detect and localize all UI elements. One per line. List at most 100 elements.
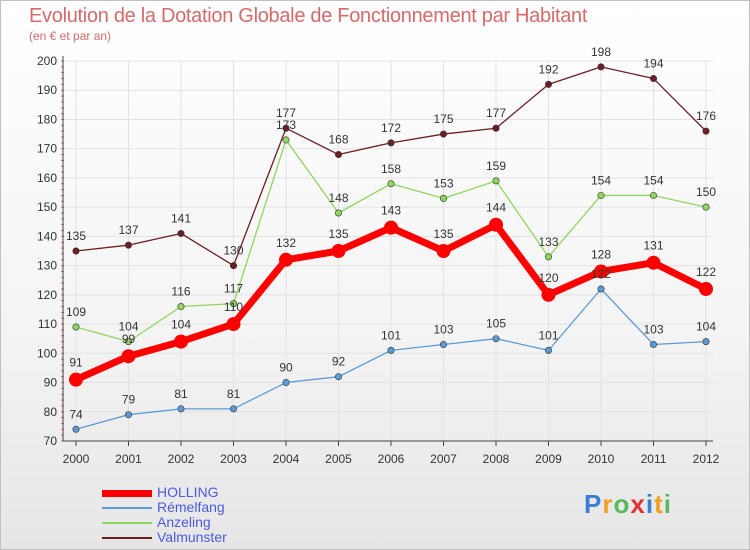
y-tick-label: 180	[37, 112, 57, 126]
point-holling	[384, 220, 398, 235]
data-label: 153	[433, 176, 453, 190]
point-holling	[541, 287, 556, 302]
point-anzeling	[230, 300, 238, 308]
point-rémelfang	[702, 338, 710, 346]
point-holling	[594, 264, 608, 279]
data-label: 110	[224, 300, 243, 314]
data-label: 154	[643, 173, 663, 187]
point-holling	[69, 372, 83, 387]
chart-title: Evolution de la Dotation Globale de Fonc…	[29, 5, 588, 27]
data-label: 120	[538, 271, 558, 285]
y-tick-label: 170	[37, 142, 57, 156]
point-rémelfang	[282, 379, 290, 387]
data-label: 159	[486, 159, 506, 173]
point-holling	[699, 282, 713, 296]
data-label: 176	[696, 109, 716, 123]
legend-label-holling: HOLLING	[157, 484, 219, 500]
x-tick-label: 2005	[325, 452, 352, 466]
legend-swatch-holling	[102, 489, 152, 497]
point-valmunster	[702, 127, 710, 135]
point-anzeling	[282, 136, 290, 144]
point-valmunster	[649, 75, 657, 83]
point-holling	[226, 317, 241, 332]
point-rémelfang	[544, 346, 552, 354]
point-anzeling	[544, 253, 552, 261]
data-label: 122	[591, 267, 611, 281]
point-rémelfang	[597, 285, 605, 293]
y-tick-label: 200	[37, 54, 57, 68]
axes: 7080901001101201301401501601701801902002…	[37, 54, 720, 466]
point-anzeling	[177, 303, 185, 311]
series-lines	[69, 63, 713, 433]
x-tick-label: 2002	[168, 452, 195, 466]
data-label: 143	[381, 204, 401, 218]
data-label: 109	[66, 305, 86, 319]
y-tick-label: 120	[37, 288, 57, 302]
data-label: 104	[118, 320, 138, 334]
point-rémelfang	[387, 346, 395, 354]
logo-letter: o	[613, 489, 631, 519]
point-rémelfang	[439, 341, 447, 349]
x-tick-label: 2009	[535, 452, 562, 466]
data-label: 128	[591, 247, 611, 261]
x-tick-label: 2010	[588, 452, 615, 466]
point-holling	[121, 349, 136, 364]
point-anzeling	[492, 177, 500, 185]
y-tick-label: 90	[44, 376, 58, 390]
data-label: 135	[66, 229, 86, 243]
data-label: 150	[696, 185, 716, 199]
y-tick-label: 150	[37, 200, 57, 214]
y-tick-label: 160	[37, 171, 57, 185]
data-label: 158	[381, 162, 401, 176]
point-rémelfang	[177, 405, 185, 413]
point-holling	[331, 244, 346, 258]
point-rémelfang	[72, 425, 80, 433]
data-label: 105	[486, 317, 506, 331]
point-holling	[279, 252, 293, 267]
legend-label-valmunster: Valmunster	[157, 529, 227, 545]
data-label: 177	[276, 106, 296, 120]
data-label: 116	[171, 285, 190, 299]
data-label: 104	[171, 318, 191, 332]
y-tick-label: 140	[37, 229, 57, 243]
logo-letter: x	[630, 489, 646, 519]
data-label: 135	[328, 227, 348, 241]
point-valmunster	[230, 262, 238, 270]
point-anzeling	[334, 209, 342, 217]
point-valmunster	[282, 124, 290, 132]
data-label: 99	[122, 332, 136, 346]
data-label: 81	[174, 387, 188, 401]
data-label: 101	[381, 328, 401, 342]
data-label: 74	[69, 407, 83, 421]
proxiti-logo: Proxiti	[584, 489, 672, 520]
data-label: 135	[433, 227, 453, 241]
y-tick-label: 100	[37, 346, 57, 360]
x-tick-label: 2004	[273, 452, 300, 466]
x-tick-label: 2001	[115, 452, 142, 466]
data-label: 192	[538, 62, 558, 76]
x-tick-label: 2000	[63, 452, 90, 466]
point-rémelfang	[492, 335, 500, 343]
x-tick-label: 2008	[483, 452, 510, 466]
point-valmunster	[387, 139, 395, 147]
logo-letter: r	[602, 489, 614, 519]
point-holling	[436, 244, 451, 258]
point-anzeling	[387, 180, 395, 188]
point-anzeling	[702, 203, 710, 211]
y-tick-label: 190	[37, 83, 57, 97]
data-label: 103	[433, 323, 453, 337]
point-anzeling	[72, 323, 80, 331]
y-tick-label: 80	[44, 405, 58, 419]
data-label: 117	[224, 282, 243, 296]
point-valmunster	[334, 151, 342, 159]
legend-swatch-anzeling	[102, 522, 152, 524]
data-label: 144	[486, 201, 506, 215]
point-holling	[489, 217, 503, 232]
point-holling	[646, 255, 661, 270]
data-label: 81	[227, 387, 241, 401]
data-label: 175	[433, 112, 453, 126]
x-tick-label: 2007	[430, 452, 457, 466]
x-tick-label: 2006	[378, 452, 405, 466]
